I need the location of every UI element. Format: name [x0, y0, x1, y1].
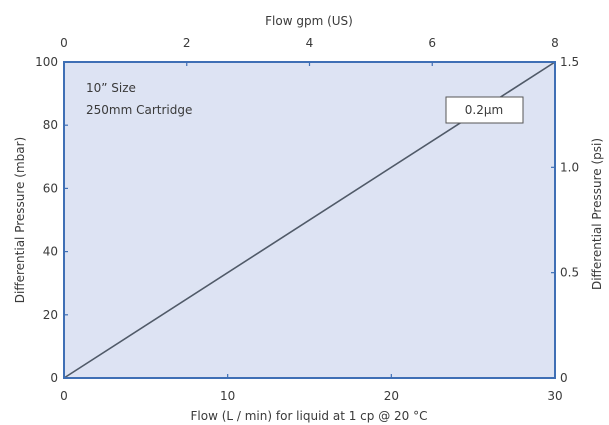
x-tick-label: 10: [220, 389, 235, 403]
y-tick-label: 80: [43, 118, 58, 132]
secondary-y-axis-title: Differential Pressure (psi): [590, 138, 604, 290]
secondary-y-tick-label: 1.5: [560, 55, 579, 69]
x-tick-label: 20: [384, 389, 399, 403]
secondary-y-tick-label: 0: [560, 371, 568, 385]
secondary-x-tick-label: 8: [551, 36, 559, 50]
y-tick-label: 60: [43, 181, 58, 195]
y-tick-label: 20: [43, 308, 58, 322]
secondary-x-tick-label: 2: [183, 36, 191, 50]
secondary-y-tick-label: 0.5: [560, 266, 579, 280]
secondary-x-axis-title: Flow gpm (US): [265, 14, 353, 28]
secondary-x-tick-label: 6: [428, 36, 436, 50]
x-tick-label: 30: [547, 389, 562, 403]
y-tick-label: 100: [35, 55, 58, 69]
y-axis-title: Differential Pressure (mbar): [13, 137, 27, 303]
series-label-box: [445, 96, 524, 124]
y-tick-label: 0: [50, 371, 58, 385]
cartridge-annotation: 250mm Cartridge: [86, 103, 192, 117]
y-tick-label: 40: [43, 245, 58, 259]
series-label: 0.2µm: [465, 103, 503, 117]
size-annotation: 10” Size: [86, 81, 136, 95]
x-tick-label: 0: [60, 389, 68, 403]
x-axis-title: Flow (L / min) for liquid at 1 cp @ 20 °…: [191, 409, 428, 423]
secondary-y-tick-label: 1.0: [560, 160, 579, 174]
secondary-x-tick-label: 4: [306, 36, 314, 50]
secondary-x-tick-label: 0: [60, 36, 68, 50]
